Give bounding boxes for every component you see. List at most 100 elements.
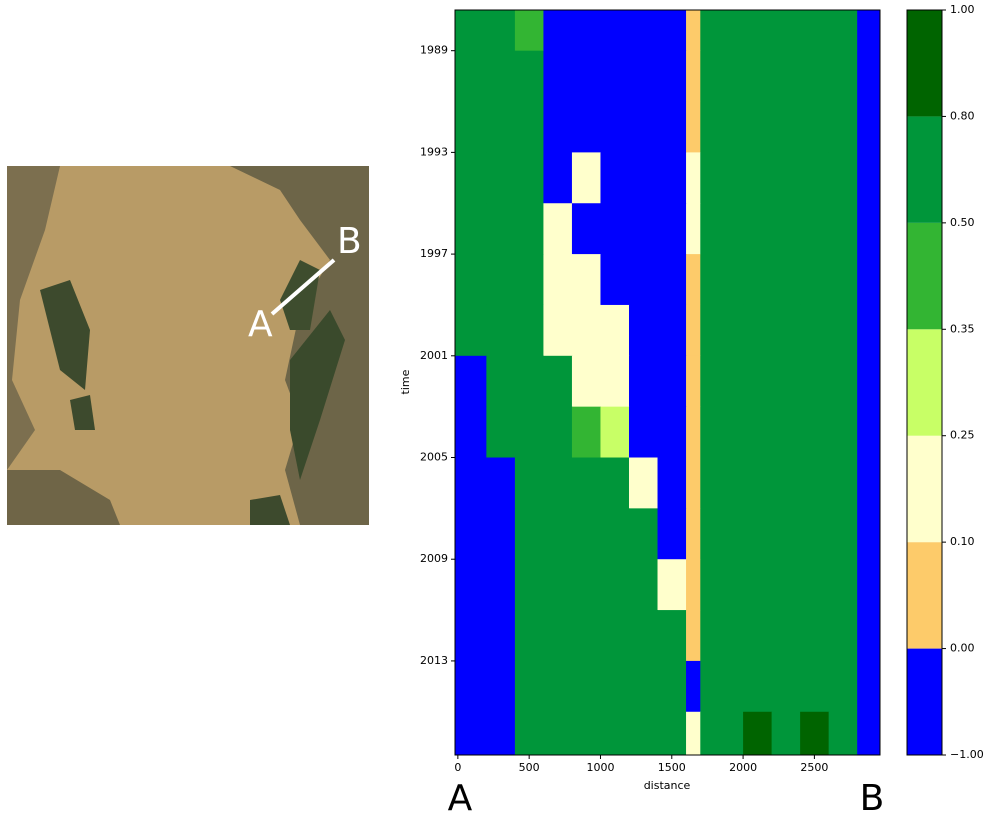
heatmap-cell [828, 304, 858, 357]
heatmap-cell [700, 203, 716, 255]
heatmap-cell [514, 610, 544, 662]
heatmap-cell [828, 355, 858, 408]
heatmap-cell [514, 254, 544, 306]
heatmap-cell [743, 660, 773, 713]
heatmap-cell [857, 152, 881, 204]
heatmap-cell [600, 304, 630, 357]
colorbar-tick-label: 0.00 [950, 642, 975, 655]
x-axis-label: distance [644, 779, 691, 792]
colorbar-tick-label: 0.10 [950, 535, 975, 548]
heatmap-cell [743, 508, 773, 560]
end-label: B [860, 778, 885, 819]
heatmap-cell [857, 406, 881, 459]
heatmap-cell [657, 152, 687, 204]
heatmap-cell [686, 355, 701, 408]
heatmap-cell [600, 355, 630, 408]
heatmap-cell [828, 254, 858, 306]
heatmap-cell [455, 203, 487, 255]
heatmap-cell [771, 457, 801, 509]
heatmap-cell [800, 152, 830, 204]
heatmap-cell [828, 559, 858, 611]
heatmap-cell [828, 203, 858, 255]
heatmap-cell [686, 660, 701, 713]
heatmap-cell [514, 10, 544, 52]
heatmap-cell [455, 254, 487, 306]
heatmap-cell [800, 559, 830, 611]
heatmap-cell [714, 152, 744, 204]
heatmap-cell [771, 152, 801, 204]
heatmap-cell [628, 101, 659, 153]
heatmap-cell [800, 50, 830, 103]
heatmap-cell [628, 711, 659, 756]
heatmap-cell [543, 711, 573, 756]
heatmap-cell [657, 203, 687, 255]
heatmap-cell [571, 10, 601, 52]
heatmap-cell [771, 101, 801, 153]
heatmap-cell [714, 711, 744, 756]
heatmap-cell [600, 152, 630, 204]
heatmap-cell [700, 304, 716, 357]
heatmap-cell [571, 660, 601, 713]
heatmap-cell [686, 711, 701, 756]
heatmap-cell [543, 304, 573, 357]
heatmap-cell [571, 355, 601, 408]
heatmap-cell [455, 101, 487, 153]
heatmap-cell [600, 50, 630, 103]
heatmap-cell [700, 660, 716, 713]
heatmap-cell [800, 254, 830, 306]
heatmap-cell [571, 610, 601, 662]
heatmap-cell [628, 304, 659, 357]
heatmap-cell [543, 254, 573, 306]
heatmap-cell [771, 711, 801, 756]
colorbar-tick-label: 0.80 [950, 109, 975, 122]
x-tick-label: 1500 [658, 761, 686, 774]
heatmap-cell [857, 50, 881, 103]
heatmap-cell [771, 304, 801, 357]
heatmap-cell [714, 10, 744, 52]
heatmap-cell [628, 355, 659, 408]
colorbar-tick-label: 1.00 [950, 3, 975, 16]
heatmap-cell [486, 660, 516, 713]
heatmap-cell [828, 152, 858, 204]
heatmap-cell [571, 254, 601, 306]
colorbar-segment [907, 435, 942, 543]
heatmap-cell [600, 101, 630, 153]
heatmap-cell [514, 660, 544, 713]
heatmap-cell [543, 152, 573, 204]
heatmap-cell [771, 660, 801, 713]
heatmap-cell [700, 610, 716, 662]
heatmap-cell [657, 660, 687, 713]
heatmap-cell [600, 457, 630, 509]
heatmap-cell [743, 610, 773, 662]
heatmap-cell [543, 406, 573, 459]
heatmap-cell [657, 254, 687, 306]
heatmap-cell [686, 50, 701, 103]
heatmap-cell [857, 254, 881, 306]
heatmap-cell [771, 254, 801, 306]
heatmap-cell [514, 355, 544, 408]
heatmap-cell [800, 610, 830, 662]
heatmap-cell [743, 203, 773, 255]
heatmap-cell [686, 508, 701, 560]
point-a-label: A [248, 304, 273, 345]
heatmap-cell [543, 355, 573, 408]
heatmap-cell [628, 660, 659, 713]
heatmap-cell [700, 101, 716, 153]
y-tick-label: 1993 [420, 145, 448, 158]
heatmap-cell [600, 10, 630, 52]
heatmap-cell [714, 660, 744, 713]
y-axis-label: time [399, 369, 412, 394]
heatmap-cell [800, 406, 830, 459]
colorbar-segment [907, 648, 942, 755]
bottom-island [250, 495, 290, 525]
heatmap-cell [543, 508, 573, 560]
lower-left-hills [7, 470, 120, 525]
heatmap-cell [771, 406, 801, 459]
heatmap-cell [771, 10, 801, 52]
heatmap-cell [514, 101, 544, 153]
heatmap-cell [486, 304, 516, 357]
heatmap-cell [514, 152, 544, 204]
heatmap-cell [700, 559, 716, 611]
heatmap-cell [686, 10, 701, 52]
